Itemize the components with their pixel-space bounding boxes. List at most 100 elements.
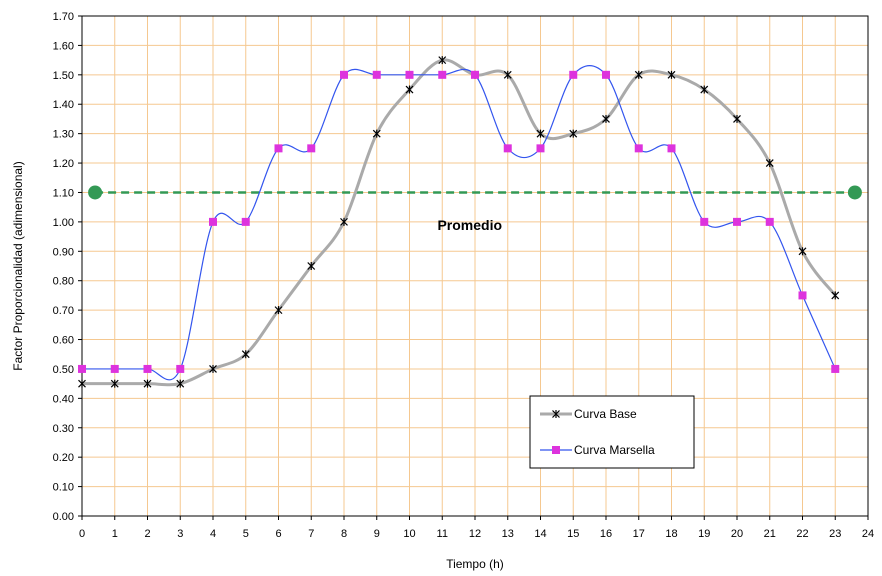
x-tick-label: 6 [275, 528, 281, 540]
data-point [569, 129, 578, 138]
data-point [176, 379, 185, 388]
x-tick-label: 3 [177, 528, 183, 540]
data-point [241, 350, 250, 359]
y-tick-label: 0.10 [53, 482, 74, 494]
data-point [372, 129, 381, 138]
y-tick-label: 1.00 [53, 217, 74, 229]
legend-item: Curva Marsella [540, 443, 655, 457]
y-tick-label: 1.70 [53, 11, 74, 23]
data-point [733, 114, 741, 123]
data-point [536, 129, 545, 138]
legend-swatch-marker [552, 410, 560, 418]
y-tick-label: 0.50 [53, 364, 74, 376]
y-tick-label: 1.30 [53, 129, 74, 141]
data-point [241, 217, 250, 226]
data-point [602, 70, 610, 79]
legend-label: Curva Base [574, 407, 637, 421]
y-tick-label: 0.90 [53, 246, 74, 258]
data-point [110, 379, 119, 388]
data-point [340, 70, 348, 79]
average-line-group [88, 185, 862, 200]
data-point [110, 364, 119, 373]
x-tick-label: 12 [469, 528, 481, 540]
x-tick-label: 2 [144, 528, 150, 540]
data-point [78, 364, 86, 373]
legend-item: Curva Base [540, 407, 637, 421]
data-point [733, 217, 741, 226]
x-tick-label: 8 [341, 528, 347, 540]
x-tick-label: 13 [502, 528, 514, 540]
x-tick-label: 9 [374, 528, 380, 540]
y-tick-label: 0.60 [53, 335, 74, 347]
data-point [372, 70, 381, 79]
legend-box [529, 395, 695, 469]
y-tick-label: 1.10 [53, 187, 74, 199]
y-axis-ticks: 0.00 0.10 0.20 0.30 0.40 0.50 0.60 0.70 0.80 0.90… [53, 11, 82, 523]
average-line-end-marker [847, 185, 862, 200]
x-tick-label: 21 [764, 528, 776, 540]
data-point [536, 144, 545, 153]
data-point [634, 70, 643, 79]
x-tick-label: 15 [567, 528, 579, 540]
y-tick-label: 1.50 [53, 70, 74, 82]
data-point [143, 364, 152, 373]
data-point [798, 247, 807, 256]
legend-label: Curva Marsella [574, 443, 655, 457]
data-point [405, 85, 414, 94]
data-point [831, 291, 840, 300]
x-tick-label: 20 [731, 528, 743, 540]
data-point [765, 159, 774, 168]
data-point [340, 217, 348, 226]
data-point [274, 144, 283, 153]
average-line-start-marker [88, 185, 103, 200]
x-tick-label: 14 [534, 528, 546, 540]
x-tick-label: 22 [796, 528, 808, 540]
y-tick-label: 0.80 [53, 276, 74, 288]
legend-swatch-marker [552, 446, 560, 454]
data-point [569, 70, 578, 79]
data-point [143, 379, 152, 388]
x-tick-label: 4 [210, 528, 216, 540]
data-point [471, 70, 479, 79]
data-point [602, 114, 610, 123]
data-point [700, 85, 709, 94]
data-point [667, 144, 676, 153]
x-tick-label: 24 [862, 528, 874, 540]
data-point [307, 144, 316, 153]
x-tick-label: 11 [437, 528, 448, 540]
data-point [503, 70, 512, 79]
data-point [438, 56, 447, 65]
x-tick-label: 5 [243, 528, 249, 540]
data-point [78, 379, 86, 388]
data-point [765, 217, 774, 226]
data-point [634, 144, 643, 153]
x-tick-label: 19 [698, 528, 710, 540]
data-point [307, 262, 316, 270]
data-point [700, 217, 709, 226]
series-curva-base [78, 56, 840, 388]
data-point [798, 291, 807, 300]
data-point [831, 364, 840, 373]
data-point [176, 364, 185, 373]
series-group [78, 56, 840, 388]
y-tick-label: 1.40 [53, 99, 74, 111]
x-tick-label: 7 [308, 528, 314, 540]
legend-items: Curva Base Curva Marsella [540, 407, 655, 457]
y-axis-label: Factor Proporcionalidad (adimensional) [11, 161, 25, 370]
y-tick-label: 1.20 [53, 158, 74, 170]
y-tick-label: 1.60 [53, 40, 74, 52]
x-tick-label: 23 [829, 528, 841, 540]
x-tick-label: 10 [403, 528, 415, 540]
x-axis-ticks: 0 1 2 3 4 5 6 7 8 9 10 11 12 13 14 15 16 17 18 19 20 21 22 23 24 [79, 516, 874, 540]
x-tick-label: 1 [112, 528, 118, 540]
x-tick-label: 16 [600, 528, 612, 540]
data-point [209, 217, 217, 226]
y-tick-label: 0.20 [53, 452, 74, 464]
data-point [667, 70, 676, 79]
legend: Curva Base Curva Marsella [529, 395, 695, 469]
y-tick-label: 0.40 [53, 393, 74, 405]
y-tick-label: 0.70 [53, 305, 74, 317]
data-point [503, 144, 512, 153]
